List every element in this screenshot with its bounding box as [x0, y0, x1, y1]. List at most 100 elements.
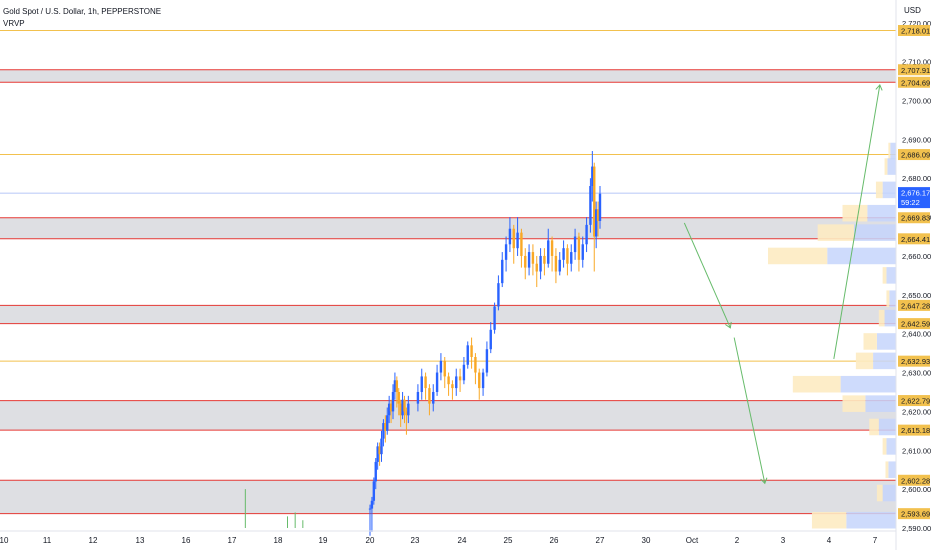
- zone-bottom-badge: 2,664.41: [901, 235, 930, 244]
- candle-body: [384, 423, 387, 431]
- volume-profile-bar-up: [889, 290, 896, 307]
- zone-bottom-badge: 2,704.69: [901, 78, 930, 87]
- currency-label: USD: [904, 6, 921, 15]
- projection-arrow-line: [833, 84, 881, 360]
- current-price-badge-bg: [898, 187, 930, 209]
- candle-body: [443, 360, 446, 377]
- candle-body: [397, 391, 400, 404]
- candle-body: [432, 391, 435, 404]
- candle-body: [462, 364, 466, 381]
- current-price-badge: 2,676.17: [901, 189, 930, 198]
- candle-body: [591, 166, 594, 186]
- y-tick-label: 2,590.00: [902, 524, 931, 533]
- candle-body: [387, 403, 391, 416]
- volume-profile-bar-up: [840, 375, 896, 393]
- volume-profile-bar-down: [885, 461, 889, 478]
- candle-body: [485, 349, 489, 373]
- volume-profile-bar-up: [827, 247, 896, 265]
- candle-body: [535, 263, 538, 272]
- y-tick-label: 2,720.00: [902, 19, 931, 28]
- candle-body: [593, 166, 596, 237]
- volume-profile-bar-up: [882, 484, 896, 502]
- y-tick-label: 2,630.00: [902, 369, 931, 378]
- volume-profile-bar-down: [878, 309, 885, 327]
- x-tick-label: 25: [504, 536, 513, 545]
- y-tick-label: 2,700.00: [902, 96, 931, 105]
- candle-body: [508, 228, 512, 245]
- volume-profile-bar-up: [846, 511, 896, 529]
- x-tick-label: 23: [411, 536, 420, 545]
- x-tick-label: 20: [366, 536, 375, 545]
- candle-body: [577, 236, 581, 260]
- candle-body: [524, 255, 527, 268]
- candle-body: [447, 376, 450, 385]
- bar-countdown: 59:22: [901, 198, 920, 207]
- candle-body: [458, 376, 462, 381]
- volume-profile-bar-up: [888, 461, 896, 478]
- candle-body: [585, 224, 588, 245]
- candle-body: [382, 423, 385, 439]
- candle-body: [370, 500, 374, 509]
- candle-body: [539, 255, 542, 272]
- level-price-badge-bg: [898, 355, 930, 367]
- y-tick-label: 2,640.00: [902, 330, 931, 339]
- candle-body: [378, 446, 381, 455]
- candle-body: [489, 329, 492, 350]
- zone-band: [0, 400, 896, 431]
- candle-body: [420, 376, 423, 392]
- indicator-legend[interactable]: VRVP: [3, 19, 25, 28]
- candle-body: [428, 388, 431, 404]
- zone-top-badge-bg: [898, 212, 930, 224]
- candle-body: [424, 376, 427, 389]
- symbol-legend[interactable]: Gold Spot / U.S. Dollar, 1h, PEPPERSTONE: [3, 7, 162, 16]
- candle-body: [451, 384, 454, 389]
- zone-top-badge: 2,707.91: [901, 66, 930, 75]
- projection-arrow-head: [760, 477, 768, 485]
- candle-body: [543, 255, 546, 264]
- zone-top-badge: 2,622.79: [901, 397, 930, 406]
- x-tick-label: 16: [182, 536, 191, 545]
- zone-bottom-badge-bg: [898, 508, 930, 520]
- y-tick-label: 2,690.00: [902, 135, 931, 144]
- x-tick-label: 10: [0, 536, 9, 545]
- candle-body: [474, 356, 477, 373]
- projection-layer: [683, 84, 883, 485]
- candle-body: [547, 240, 550, 264]
- volume-profile-bar-up: [867, 204, 896, 222]
- volume-profile-bar-down: [817, 224, 854, 241]
- level-price-badge-bg: [898, 149, 930, 161]
- candle-body: [562, 248, 565, 260]
- candle-body: [550, 240, 554, 256]
- zone-bottom-badge-bg: [898, 76, 930, 88]
- candle-body: [527, 252, 531, 268]
- y-tick-label: 2,600.00: [902, 485, 931, 494]
- candle-body: [389, 403, 393, 412]
- x-tick-label: Oct: [686, 536, 699, 545]
- volume-profile-bar-up: [886, 267, 896, 284]
- zone-band: [0, 480, 896, 514]
- candle-body: [516, 232, 519, 249]
- y-tick-label: 2,620.00: [902, 407, 931, 416]
- volume-profile-bar-up: [884, 309, 896, 327]
- candle-body: [455, 376, 458, 389]
- volume-profile-bar-up: [853, 224, 896, 241]
- zone-band: [0, 305, 896, 324]
- x-tick-label: 11: [43, 536, 52, 545]
- volume-profile-bar-down: [869, 418, 879, 436]
- y-tick-label: 2,710.00: [902, 58, 931, 67]
- x-tick-label: 27: [596, 536, 605, 545]
- candle-body: [374, 461, 377, 482]
- volume-profile-bar-up: [890, 142, 896, 160]
- volume-profile-bar-down: [888, 142, 891, 160]
- level-price-badge: 2,718.01: [901, 27, 930, 36]
- zone-top-badge-bg: [898, 474, 930, 486]
- projection-arrow-head: [875, 84, 883, 91]
- candle-body: [512, 228, 515, 249]
- x-tick-label: 24: [458, 536, 467, 545]
- volume-profile-bar-down: [884, 158, 888, 175]
- candle-body: [481, 372, 485, 389]
- volume-profile-bar-down: [876, 484, 883, 502]
